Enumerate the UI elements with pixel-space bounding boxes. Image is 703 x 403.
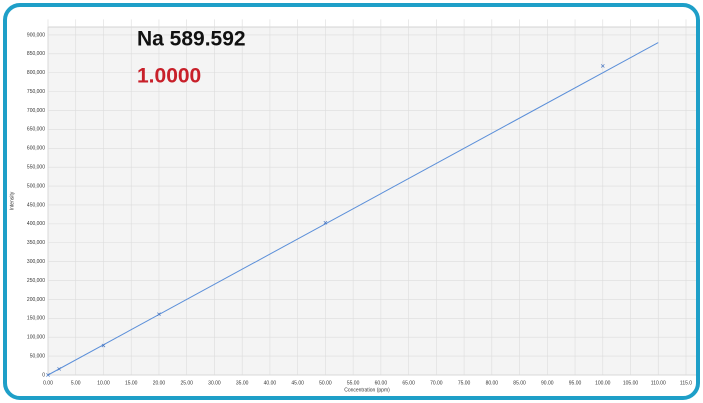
frame (3, 3, 700, 400)
x-tick-label: 85.00 (513, 380, 526, 386)
x-tick-label: 110.00 (651, 380, 666, 386)
data-point (600, 64, 605, 68)
chart-title: Na 589.592 (137, 28, 246, 51)
x-tick-label: 40.00 (264, 380, 277, 386)
x-tick-label: 55.00 (347, 380, 360, 386)
y-tick-label: 850,000 (27, 51, 45, 57)
y-tick-label: 350,000 (27, 240, 45, 246)
y-tick-label: 650,000 (27, 127, 45, 133)
x-tick-label: 10.00 (97, 380, 110, 386)
x-tick-label: 45.00 (291, 380, 304, 386)
x-tick-label: 0.00 (43, 380, 53, 386)
x-tick-label: 75.00 (458, 380, 471, 386)
x-tick-label: 20.00 (153, 380, 166, 386)
x-tick-label: 25.00 (180, 380, 193, 386)
data-point (57, 367, 61, 371)
y-axis-label: Intensity (9, 191, 15, 210)
data-point (323, 220, 328, 225)
y-tick-label: 500,000 (27, 183, 45, 189)
data-point (157, 312, 161, 317)
x-tick-label: 80.00 (486, 380, 499, 386)
y-tick-label: 600,000 (27, 146, 45, 152)
y-tick-label: 550,000 (27, 165, 45, 171)
y-tick-label: 250,000 (27, 278, 45, 284)
x-tick-label: 35.00 (236, 380, 249, 386)
chart-subtitle: 1.0000 (137, 65, 201, 88)
x-tick-label: 95.00 (569, 380, 582, 386)
x-tick-label: 90.00 (541, 380, 554, 386)
x-tick-label: 15.00 (125, 380, 138, 386)
fit-line (47, 42, 659, 376)
y-tick-label: 0 (42, 372, 45, 378)
x-axis-label: Concentration (ppm) (344, 387, 390, 393)
x-tick-label: 50.00 (319, 380, 332, 386)
x-tick-label: 100.00 (595, 380, 611, 386)
x-tick-label: 65.00 (402, 380, 415, 386)
y-tick-label: 400,000 (27, 221, 45, 227)
y-tick-label: 300,000 (27, 259, 45, 265)
y-tick-label: 100,000 (27, 335, 45, 341)
x-tick-label: 60.00 (375, 380, 388, 386)
x-tick-label: 105.00 (623, 380, 639, 386)
y-tick-label: 700,000 (27, 108, 45, 114)
y-tick-label: 200,000 (27, 297, 45, 303)
x-tick-label: 5.00 (71, 380, 81, 386)
plot-group: 0 50,000 100,000 150,000 200,000 250,000 300,0… (27, 19, 696, 386)
y-tick-label: 150,000 (27, 316, 45, 322)
y-tick-label: 800,000 (27, 70, 45, 76)
y-tick-label: 450,000 (27, 202, 45, 208)
y-tick-label: 900,000 (27, 32, 45, 38)
y-tick-label: 50,000 (30, 353, 46, 359)
data-point (101, 343, 106, 348)
x-tick-label: 115.0 (680, 380, 692, 386)
plot-area (47, 26, 696, 376)
x-tick-label: 70.00 (430, 380, 443, 386)
x-tick-label: 30.00 (208, 380, 221, 386)
data-point (46, 373, 50, 377)
y-tick-label: 750,000 (27, 89, 45, 95)
